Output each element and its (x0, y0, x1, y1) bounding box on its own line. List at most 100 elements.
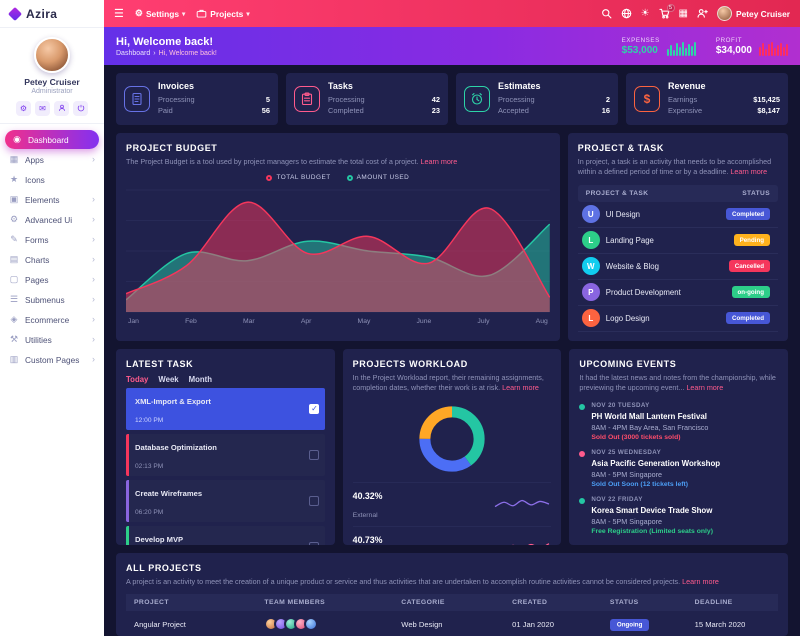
sidebar-item-custom-pages[interactable]: ▥ Custom Pages › (0, 350, 104, 369)
workload-stat-external: 40.32% External (352, 481, 552, 526)
user-menu[interactable]: Petey Cruiser (717, 6, 790, 21)
table-row[interactable]: L Logo Design Completed (577, 306, 778, 332)
chart-legend: TOTAL BUDGET AMOUNT USED (126, 174, 550, 181)
power-icon[interactable] (73, 101, 88, 116)
list-item[interactable]: XML-Import & Export 12:00 PM (126, 387, 325, 430)
sidebar-item-label: Custom Pages (25, 354, 80, 365)
learn-more-link[interactable]: Learn more (730, 167, 768, 177)
sidebar-item-utilities[interactable]: ⚒ Utilities › (0, 330, 104, 349)
cart-icon[interactable]: 5 (658, 4, 675, 19)
projects-workload-card: PROJECTS WORKLOAD In the Project Workloa… (342, 348, 562, 545)
grid-apps-icon[interactable]: ▦ (678, 8, 688, 19)
projects-dropdown[interactable]: Projects ▾ (196, 8, 250, 19)
task-checkbox[interactable] (308, 403, 319, 414)
brand-name: Azira (26, 6, 58, 21)
estimates-card[interactable]: Estimates Processing 2 Accepted 16 (456, 73, 618, 125)
task-checkbox[interactable] (308, 541, 319, 545)
status-badge: Completed (726, 208, 770, 221)
table-row[interactable]: P Product Development on-going (577, 280, 778, 306)
hamburger-menu-icon[interactable]: ☰ (114, 8, 124, 20)
sidebar-item-charts[interactable]: ▤ Charts › (0, 250, 104, 269)
chevron-right-icon: › (92, 334, 95, 344)
revenue-card[interactable]: $ Revenue Earnings $15,425 Expensive $8,14… (626, 73, 788, 125)
search-icon[interactable] (601, 8, 612, 19)
brand-logo[interactable]: Azira (0, 0, 104, 28)
avatar: W (581, 257, 600, 276)
task-checkbox[interactable] (308, 495, 319, 506)
latest-task-tabs: Today Week Month (126, 375, 325, 384)
tab-today[interactable]: Today (126, 374, 149, 384)
sidebar-item-label: Pages (25, 274, 49, 285)
dashboard-icon: ◉ (13, 134, 21, 144)
invoices-card[interactable]: Invoices Processing 5 Paid 56 (116, 73, 278, 125)
task-checkbox[interactable] (308, 449, 319, 460)
sidebar-item-label: Ecommerce (25, 314, 70, 325)
stat-title: Revenue (668, 81, 706, 91)
star-icon: ★ (9, 174, 19, 184)
globe-icon[interactable] (621, 8, 632, 19)
table-row[interactable]: W Website & Blog Cancelled (577, 254, 778, 280)
list-item[interactable]: Database Optimization 02:13 PM (126, 433, 325, 476)
sidebar-item-label: Icons (25, 174, 45, 185)
learn-more-link[interactable]: Learn more (682, 576, 719, 586)
sidebar-item-submenus[interactable]: ☰ Submenus › (0, 290, 104, 309)
settings-gear-icon[interactable]: ⚙ (16, 101, 31, 116)
page-icon: ▢ (9, 274, 19, 284)
chevron-right-icon: › (92, 274, 95, 284)
sidebar-item-advanced-ui[interactable]: ⚙ Advanced Ui › (0, 210, 104, 229)
list-item[interactable]: Create Wireframes 06:20 PM (126, 479, 325, 522)
chevron-right-icon: › (92, 194, 95, 204)
sidebar-item-ecommerce[interactable]: ◈ Ecommerce › (0, 310, 104, 329)
mail-icon[interactable]: ✉ (35, 101, 50, 116)
event-dot (579, 497, 586, 504)
profile-role: Administrator (31, 88, 73, 95)
add-user-icon[interactable] (697, 8, 708, 19)
avatar: L (581, 231, 600, 250)
status-badge: Completed (726, 312, 770, 325)
card-title: PROJECTS WORKLOAD (352, 358, 468, 369)
chart-icon: ▤ (9, 254, 19, 264)
list-item[interactable]: NOV 25 WEDNESDAY Asia Pacific Generation… (579, 449, 778, 488)
avatar: U (581, 205, 600, 224)
sidebar-item-label: Submenus (25, 294, 65, 305)
pencil-icon: ✎ (10, 234, 18, 244)
sidebar-item-pages[interactable]: ▢ Pages › (0, 270, 104, 289)
welcome-stats: EXPENSES $53,000 PROFIT $34,000 (622, 37, 788, 56)
all-projects-table: PROJECT TEAM MEMBERS CATEGORIE CREATED S… (126, 594, 778, 636)
table-row[interactable]: L Landing Page Pending (577, 228, 778, 254)
sidebar-item-label: Advanced Ui (25, 214, 73, 225)
table-row[interactable]: U UI Design Completed (577, 202, 778, 228)
page-title: Hi, Welcome back! (116, 35, 213, 48)
sidebar-item-dashboard[interactable]: ◉ Dashboard (5, 130, 99, 149)
status-badge: Pending (733, 234, 770, 247)
list-item[interactable]: NOV 20 TUESDAY PH World Mall Lantern Fes… (579, 402, 778, 441)
sidebar-item-icons[interactable]: ★ Icons (0, 170, 104, 189)
learn-more-link[interactable]: Learn more (420, 156, 458, 166)
list-item[interactable]: Develop MVP10:00 PM (126, 525, 325, 545)
sparkline (493, 540, 551, 545)
sidebar-item-apps[interactable]: ▦ Apps › (0, 150, 104, 169)
learn-more-link[interactable]: Learn more (686, 383, 724, 393)
breadcrumb-home[interactable]: Dashboard (116, 49, 151, 57)
tasks-card[interactable]: Tasks Processing 42 Completed 23 (286, 73, 448, 125)
profit-sparkbars (759, 40, 788, 56)
profile-avatar[interactable] (34, 37, 70, 73)
sidebar-item-elements[interactable]: ▣ Elements › (0, 190, 104, 209)
avatar (304, 617, 319, 632)
sidebar-nav: ◉ Dashboard ▦ Apps › ★ Icons ▣ Elements … (0, 124, 104, 636)
user-icon[interactable] (54, 101, 69, 116)
tab-week[interactable]: Week (158, 374, 179, 384)
chevron-down-icon: ▾ (182, 10, 186, 18)
settings-dropdown[interactable]: ⚙ Settings ▾ (134, 8, 186, 19)
learn-more-link[interactable]: Learn more (502, 383, 539, 393)
tab-month[interactable]: Month (188, 374, 213, 384)
table-row[interactable]: Angular Project Web Design 01 Jan 2020 O… (126, 611, 778, 636)
breadcrumb-current: Hi, Welcome back! (158, 49, 217, 57)
chevron-right-icon: › (92, 314, 95, 324)
sidebar-item-forms[interactable]: ✎ Forms › (0, 230, 104, 249)
list-item[interactable]: NOV 22 FRIDAY Korea Smart Device Trade S… (579, 496, 778, 535)
topbar: ☰ ⚙ Settings ▾ Projects ▾ ☀ 5 ▦ (104, 0, 800, 27)
team-avatars (264, 617, 385, 632)
budget-x-axis-labels: Jan Feb Mar Apr May June July Aug (128, 318, 548, 326)
brightness-icon[interactable]: ☀ (640, 8, 650, 19)
